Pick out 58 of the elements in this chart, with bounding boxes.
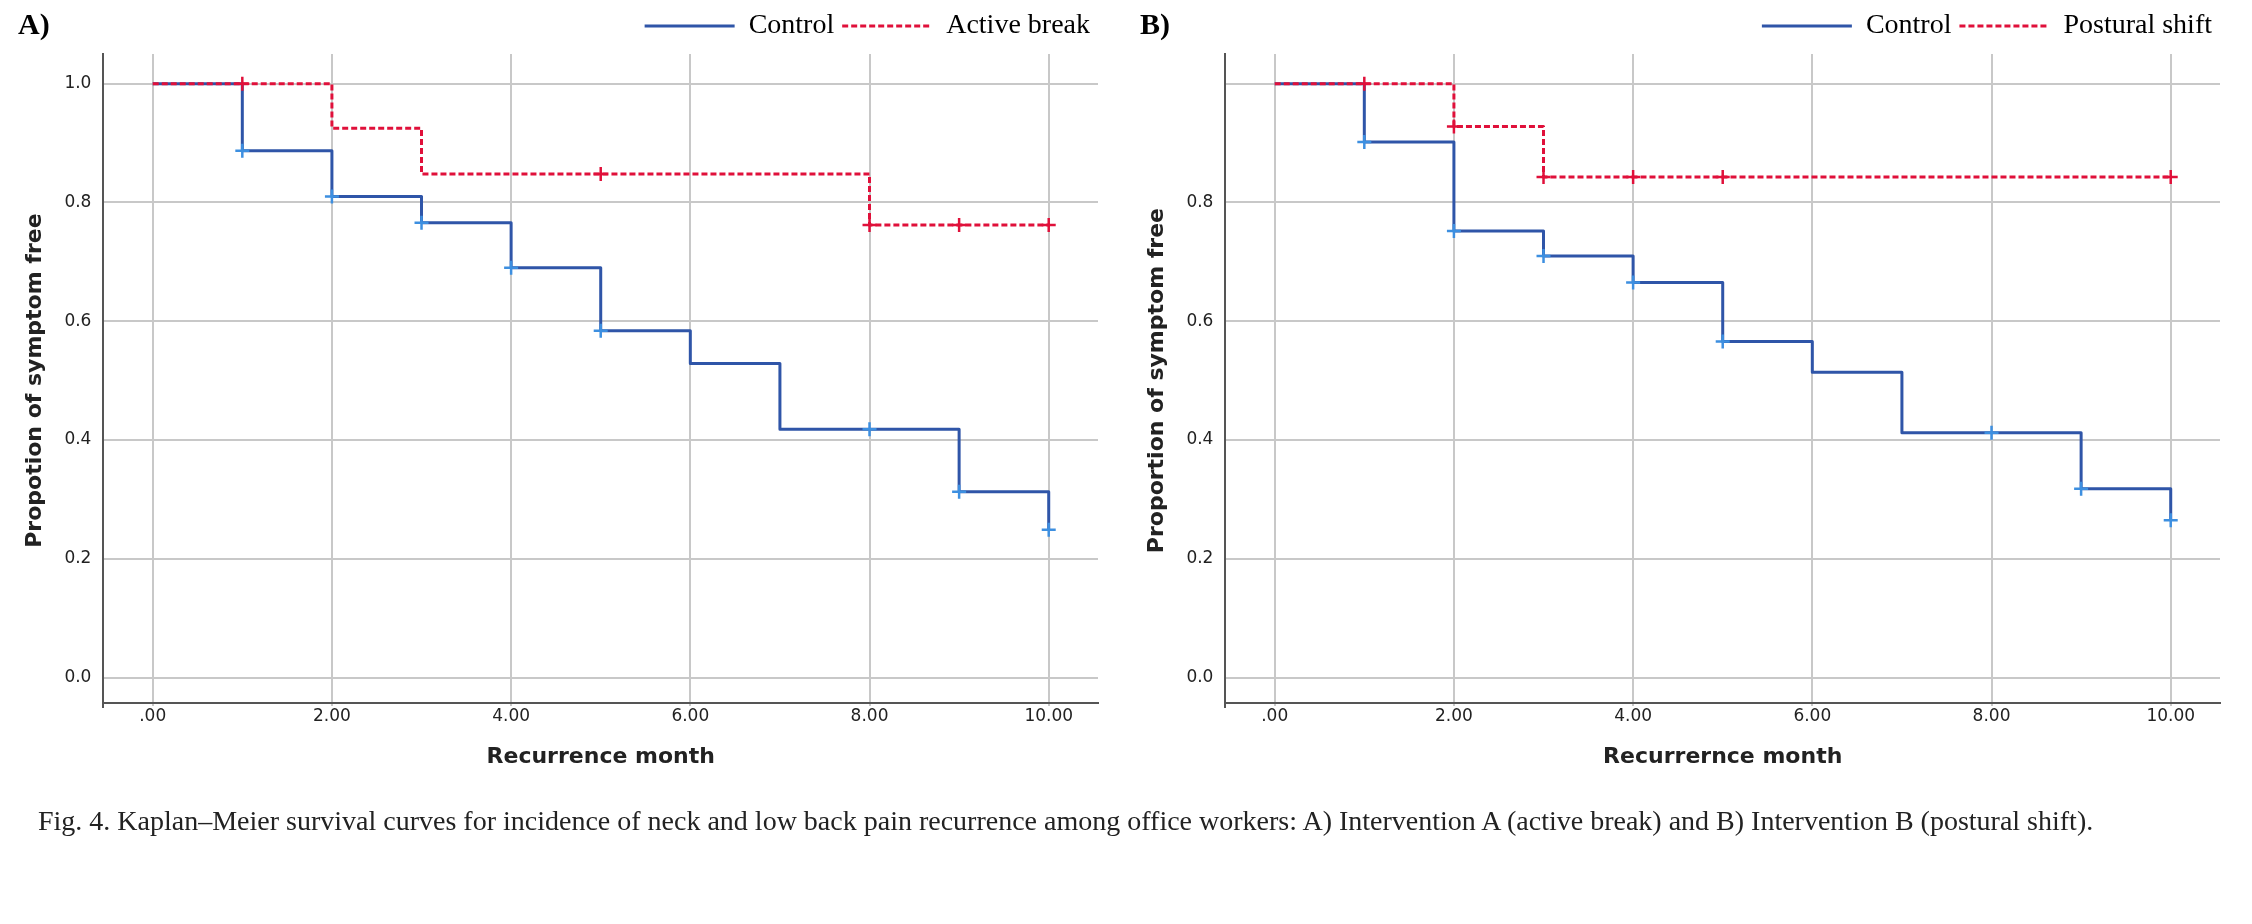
y-axis-title: Propotion of symptom free xyxy=(20,213,46,548)
x-tick-label: 10.00 xyxy=(2146,704,2196,725)
point xyxy=(234,75,251,92)
y-tick-label: 0.0 xyxy=(1186,665,1214,686)
point xyxy=(2162,168,2179,186)
x-tick-label: 8.00 xyxy=(1972,704,2011,725)
point xyxy=(1714,333,1731,350)
point xyxy=(1624,274,1642,291)
y-tick-label: 1.0 xyxy=(64,72,92,93)
point xyxy=(1040,521,1057,538)
y-tick-label: 0.6 xyxy=(64,309,92,330)
point xyxy=(1356,75,1373,92)
y-tick-label: 0.2 xyxy=(1186,547,1214,568)
y-tick-label: 0.8 xyxy=(64,190,92,211)
y-tick-label: 0.4 xyxy=(64,428,92,449)
point xyxy=(950,483,968,500)
point xyxy=(1040,216,1057,234)
x-axis-title: Recurrernce month xyxy=(1603,742,1843,768)
y-tick-label: 0.0 xyxy=(64,665,92,686)
y-tick-label: 0.8 xyxy=(1186,190,1214,211)
point xyxy=(1445,222,1463,240)
x-tick-label: 8.00 xyxy=(850,704,889,725)
x-tick-label: 6.00 xyxy=(1793,704,1832,725)
point xyxy=(1983,424,2000,442)
y-tick-label: 0.6 xyxy=(1186,309,1214,330)
x-tick-label: 10.00 xyxy=(1024,704,1074,725)
x-tick-label: 4.00 xyxy=(1614,704,1653,725)
point xyxy=(502,259,520,277)
point xyxy=(592,322,609,339)
point xyxy=(2072,480,2090,497)
point xyxy=(1624,168,1642,186)
y-tick-label: 0.4 xyxy=(1186,428,1214,449)
caption: Fig. 4. Kaplan–Meier survival curves for incidence of neck and low back pain recurrence among office workers: A) Intervention A (active break) and B) Intervention B (postural shift). xyxy=(37,804,2095,838)
point xyxy=(950,216,968,234)
legend-label: Active break xyxy=(946,8,1091,40)
point xyxy=(2162,511,2179,529)
point xyxy=(234,142,251,160)
legend-label: Control xyxy=(1865,8,1952,40)
point xyxy=(1356,133,1373,151)
legend-label: Control xyxy=(748,8,835,40)
x-tick-label: 2.00 xyxy=(312,704,351,725)
point xyxy=(323,188,341,205)
y-axis-title: Proportion of symptom free xyxy=(1142,207,1168,554)
x-tick-label: 6.00 xyxy=(671,704,710,725)
point xyxy=(1714,168,1731,186)
x-axis-title: Recurrence month xyxy=(486,742,715,768)
x-tick-label: 4.00 xyxy=(492,704,531,725)
chart-title: B) xyxy=(1140,6,1170,41)
x-tick-label: .00 xyxy=(139,704,167,725)
point xyxy=(592,165,609,183)
point xyxy=(861,421,878,438)
legend-label: Postural shift xyxy=(2063,8,2213,40)
x-tick-label: 2.00 xyxy=(1434,704,1473,725)
chart-title: A) xyxy=(18,6,50,41)
x-tick-label: .00 xyxy=(1261,704,1289,725)
y-tick-label: 0.2 xyxy=(64,547,92,568)
point xyxy=(1535,247,1552,265)
point xyxy=(413,214,430,231)
